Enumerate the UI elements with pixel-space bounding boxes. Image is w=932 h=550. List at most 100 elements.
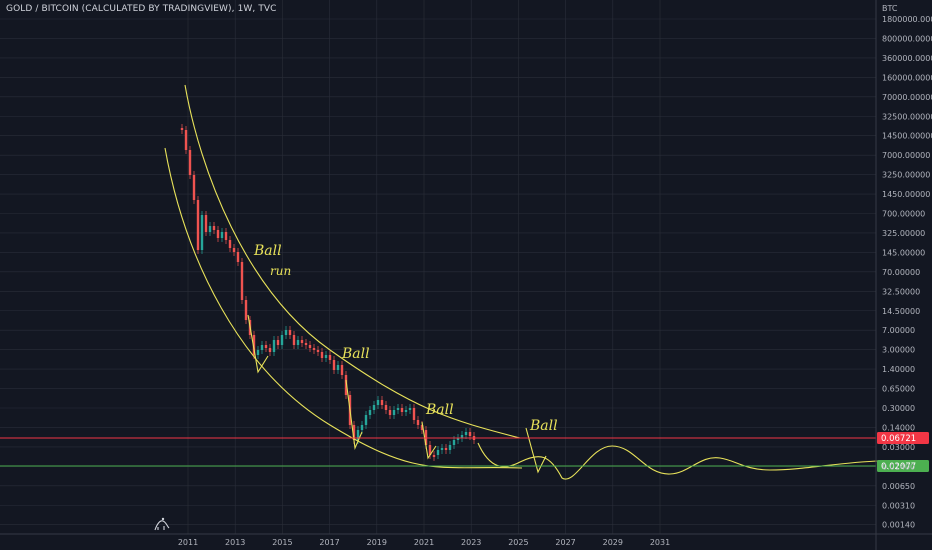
candle-body [304,343,308,345]
projected-wave [477,442,881,480]
x-tick-label: 2023 [461,538,481,547]
candle-body [464,432,468,435]
candle-body [316,350,320,352]
candle-body [224,232,228,240]
candle-body [416,420,420,425]
candle-body [396,408,400,410]
price-badge [877,460,929,472]
arrow-2021 [421,421,437,460]
candle-body [256,350,260,355]
candle-body [344,375,348,395]
currency-label: BTC [882,4,898,13]
x-tick-label: 2017 [319,538,339,547]
candle-body [340,365,344,375]
candle-body [196,200,200,250]
candle-body [288,330,292,335]
x-tick-label: 2027 [555,538,575,547]
candle-body [308,345,312,348]
candle-body [312,348,316,350]
candle-body [328,355,332,360]
candle-body [420,425,424,430]
candle-body [260,345,264,350]
y-tick-label: 1.40000 [882,365,915,374]
candle-body [232,248,236,252]
candle-body [292,335,296,345]
upper-arc [184,84,521,439]
y-tick-label: 0.00650 [882,482,915,491]
candle-body [192,175,196,200]
candle-body [364,415,368,425]
y-tick-label: 3250.00000 [882,171,930,180]
candle-body [352,425,356,440]
candle-body [252,335,256,355]
candle-body [412,408,416,420]
lower-arc [164,147,523,469]
candle-body [324,355,328,358]
candle-body [280,335,284,345]
candle-body [404,410,408,412]
candle-body [240,262,244,300]
y-tick-label: 0.00310 [882,501,915,510]
y-tick-label: 160000.00000 [882,73,932,82]
candle-body [400,408,404,412]
x-tick-label: 2025 [508,538,528,547]
y-tick-label: 14.50000 [882,307,920,316]
candle-body [444,448,448,450]
y-tick-label: 32.50000 [882,287,920,296]
candle-body [372,405,376,410]
y-axis: 1800000.00000 800000.00000 360000.00000 160… [875,0,932,550]
candle-body [456,438,460,440]
price-badge [877,432,929,444]
price-badge-label: 0.02077 [881,462,916,472]
y-tick-label: 0.14000 [882,423,915,432]
candle-body [388,410,392,415]
y-tick-label: 0.00140 [882,521,915,530]
x-tick-label: 2015 [272,538,292,547]
candle-body [184,130,188,150]
candle-body [244,300,248,320]
candles [180,124,476,461]
candle-body [356,430,360,440]
candle-body [208,226,212,232]
candle-body [460,435,464,438]
candle-body [216,230,220,238]
y-tick-label: 0.03000 [882,443,915,452]
y-tick-label: 800000.00000 [882,34,932,43]
y-tick-label: 0.01400 [882,462,915,471]
candle-body [448,445,452,450]
annotation-text: run [270,264,291,278]
y-tick-label: 32500.00000 [882,112,932,121]
x-axis: 2011 2013 2015 2017 2019 2021 2023 2025 2027 2029… [0,533,932,547]
y-tick-label: 7.00000 [882,326,915,335]
tradingview-logo [154,517,170,531]
candle-body [284,330,288,335]
candle-body [392,410,396,415]
x-tick-label: 2011 [178,538,198,547]
y-tick-label: 70000.00000 [882,93,932,102]
y-tick-label: 14500.00000 [882,132,932,141]
x-tick-label: 2021 [414,538,434,547]
y-tick-label: 0.65000 [882,385,915,394]
price-lines: 0.06721 0.02077 [0,432,929,472]
candle-body [360,425,364,430]
y-tick-label: 700.00000 [882,210,925,219]
x-tick-label: 2019 [367,538,387,547]
candle-body [276,340,280,345]
candle-body [320,352,324,358]
candle-body [380,400,384,405]
y-tick-label: 3.00000 [882,346,915,355]
candle-body [428,445,432,455]
candle-body [332,360,336,370]
candle-body [384,405,388,410]
candle-body [336,365,340,370]
candle-body [436,450,440,455]
candle-body [180,128,184,130]
candle-body [272,340,276,352]
y-tick-label: 7000.00000 [882,151,930,160]
x-tick-label: 2013 [225,538,245,547]
x-tick-label: 2029 [603,538,623,547]
trend-drawings [164,84,881,480]
candle-body [188,150,192,175]
arrow-2025 [525,427,547,474]
